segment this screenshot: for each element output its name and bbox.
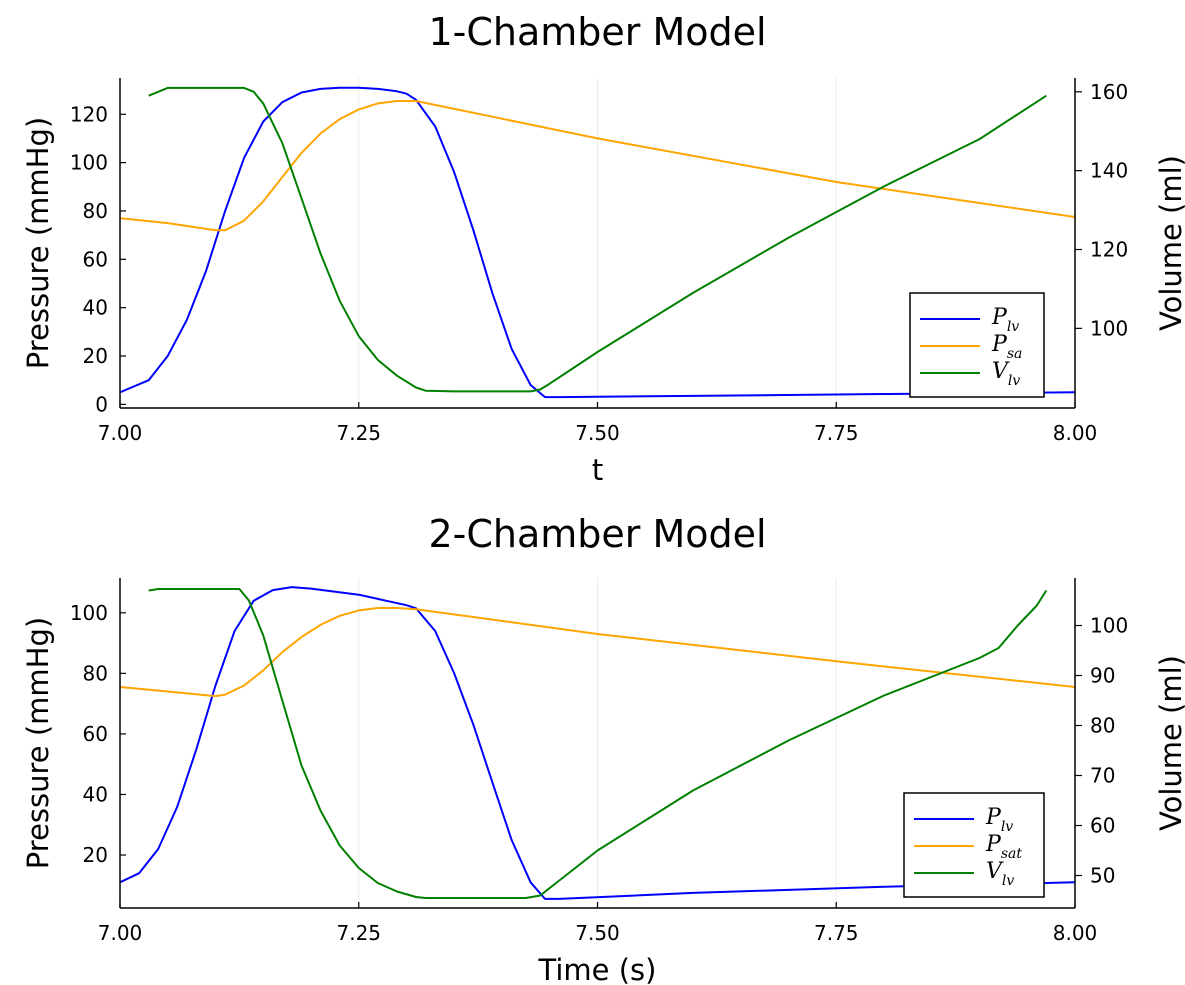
panel-2: 7.00 7.25 7.50 7.75 8.00 20 40 60 80 100 50 60 70 80 9…: [21, 512, 1185, 985]
legend-label-subscript: lv: [1002, 873, 1014, 889]
y-axis-label: Pressure (mmHg): [21, 117, 55, 369]
y-tick-label: 80: [83, 199, 108, 223]
x-axis-label: t: [592, 453, 603, 487]
legend-label-symbol: P: [985, 832, 1002, 857]
legend-item-p-sa: Psa: [920, 332, 1022, 362]
legend-item-p-lv: Plv: [914, 805, 1013, 835]
y-tick-label: 80: [83, 661, 108, 685]
x-tick-label: 8.00: [1053, 921, 1098, 945]
series-line-v-lv: [148, 86, 1047, 393]
legend-label: Vlv: [986, 859, 1014, 889]
x-tick-label: 7.00: [98, 421, 143, 445]
legend-item-p-lv: Plv: [920, 305, 1019, 335]
legend-label-symbol: V: [986, 859, 1004, 884]
x-tick-label: 7.50: [575, 421, 620, 445]
legend-label-symbol: P: [991, 332, 1008, 357]
y2-tick-label: 100: [1090, 614, 1128, 638]
y2-axis-label: Volume (ml): [1154, 655, 1185, 831]
x-tick-label: 7.75: [814, 921, 859, 945]
y-tick-label: 100: [70, 151, 108, 175]
y2-tick-label: 60: [1090, 814, 1115, 838]
legend-label: Plv: [985, 805, 1013, 835]
legend-label: Plv: [991, 305, 1019, 335]
legend-label-symbol: P: [991, 305, 1008, 330]
legend-label-subscript: lv: [1001, 819, 1013, 835]
legend-item-v-lv: Vlv: [920, 359, 1020, 389]
y2-tick-label: 80: [1090, 714, 1115, 738]
legend-label-subscript: lv: [1007, 319, 1019, 335]
legend-label-subscript: sa: [1007, 346, 1023, 362]
x-tick-label: 7.25: [336, 921, 381, 945]
panel-1: 7.00 7.25 7.50 7.75 8.00 0 20 40 60 80 100 120 100 12…: [21, 10, 1185, 487]
x-tick-label: 8.00: [1053, 421, 1098, 445]
y2-axis-label: Volume (ml): [1154, 155, 1185, 331]
y-tick-label: 100: [70, 601, 108, 625]
y-tick-label: 40: [83, 296, 108, 320]
series-line-p-sa: [119, 100, 1076, 232]
y-axis-label: Pressure (mmHg): [21, 617, 55, 869]
legend-label: Psat: [985, 832, 1022, 862]
series-line-p-lv: [119, 86, 1076, 399]
x-tick-label: 7.00: [98, 921, 143, 945]
legend-label-symbol: V: [992, 359, 1010, 384]
y-tick-label: 20: [83, 344, 108, 368]
chart-title: 2-Chamber Model: [428, 512, 766, 556]
series-line-p-sat: [119, 607, 1076, 698]
legend-label: Psa: [991, 332, 1022, 362]
y2-tick-label: 120: [1090, 238, 1128, 262]
y2-tick-label: 70: [1090, 764, 1115, 788]
legend-item-p-sat: Psat: [914, 832, 1022, 862]
legend-item-v-lv: Vlv: [914, 859, 1014, 889]
series-line-v-lv: [148, 588, 1048, 899]
y2-tick-label: 100: [1090, 316, 1128, 340]
y-tick-label: 20: [83, 843, 108, 867]
x-tick-label: 7.25: [336, 421, 381, 445]
y2-tick-label: 50: [1090, 864, 1115, 888]
legend-label: Vlv: [992, 359, 1020, 389]
x-tick-label: 7.50: [575, 921, 620, 945]
y2-tick-label: 90: [1090, 664, 1115, 688]
legend-label-subscript: sat: [1001, 846, 1023, 862]
y-tick-label: 0: [95, 392, 108, 416]
y-tick-label: 120: [70, 102, 108, 126]
y2-tick-label: 160: [1090, 80, 1128, 104]
y-tick-label: 60: [83, 247, 108, 271]
x-tick-label: 7.75: [814, 421, 859, 445]
chart-title: 1-Chamber Model: [428, 10, 766, 54]
y-tick-label: 40: [83, 782, 108, 806]
series-line-p-lv: [119, 586, 1076, 900]
legend-label-symbol: P: [985, 805, 1002, 830]
y-tick-label: 60: [83, 722, 108, 746]
legend-label-subscript: lv: [1008, 373, 1020, 389]
y2-tick-label: 140: [1090, 159, 1128, 183]
x-axis-label: Time (s): [538, 953, 657, 985]
